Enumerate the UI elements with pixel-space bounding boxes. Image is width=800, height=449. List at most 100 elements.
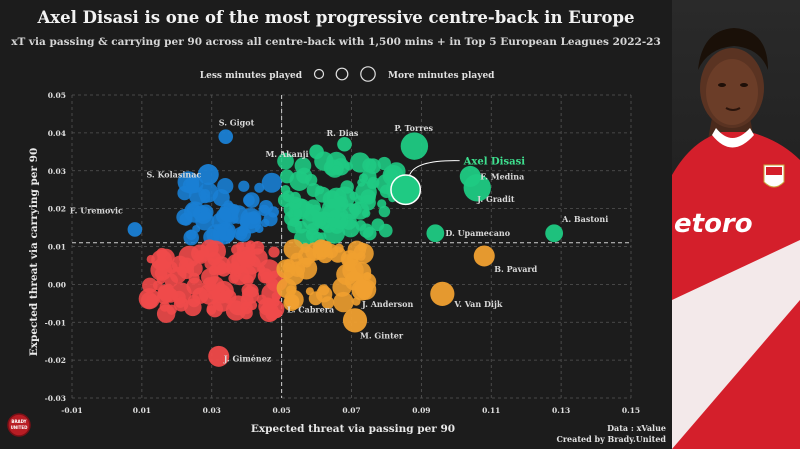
- player-point: [186, 175, 204, 194]
- labeled-points: [127, 129, 564, 367]
- labeled-player-point: [463, 174, 491, 202]
- player-point: [315, 286, 333, 303]
- player-point: [259, 199, 274, 214]
- y-tick-label: 0.02: [48, 205, 66, 214]
- player-point: [228, 273, 239, 284]
- x-tick-label: 0.05: [272, 406, 290, 415]
- y-tick-label: 0.00: [48, 280, 66, 289]
- x-tick-label: 0.15: [622, 406, 640, 415]
- player-point: [342, 259, 364, 282]
- player-point: [222, 289, 237, 304]
- player-point: [344, 162, 353, 171]
- player-point: [206, 305, 217, 315]
- player-point: [164, 273, 179, 288]
- player-point: [243, 194, 255, 207]
- x-tick-label: 0.09: [412, 406, 430, 415]
- point-labels: S. Gigot S. Kolasinac F. Uremovic R. Dias M.…: [70, 118, 608, 364]
- point-label: M. Akanji: [265, 149, 308, 159]
- player-point: [279, 169, 294, 184]
- x-axis-label: Expected threat via passing per 90: [251, 423, 455, 435]
- player-point: [360, 189, 376, 205]
- player-point: [366, 178, 378, 190]
- x-tick-label: -0.01: [61, 406, 82, 415]
- player-point: [258, 297, 277, 316]
- x-tick-label: 0.07: [342, 406, 360, 415]
- x-tick-label: 0.01: [133, 406, 151, 415]
- player-point: [146, 293, 159, 306]
- player-photo: etoro: [672, 0, 800, 449]
- point-label: L. Cabrera: [287, 304, 334, 314]
- player-point: [321, 198, 341, 218]
- point-label: P. Torres: [394, 123, 433, 133]
- point-label: J. Anderson: [361, 299, 413, 309]
- x-tick-label: 0.13: [552, 406, 570, 415]
- chart-title: Axel Disasi is one of the most progressi…: [37, 8, 635, 27]
- player-point: [188, 272, 200, 284]
- player-point: [261, 218, 270, 228]
- point-label: B. Pavard: [494, 264, 537, 274]
- player-point: [331, 165, 342, 175]
- labeled-player-point: [309, 144, 324, 160]
- player-point: [378, 205, 391, 218]
- player-point: [254, 182, 265, 193]
- labeled-player-point: [208, 345, 230, 367]
- player-point: [277, 152, 294, 170]
- axis-ticks: -0.01 0.01 0.03 0.05 0.07 0.09 0.11 0.13 0.15 -0.…: [45, 91, 641, 415]
- x-tick-label: 0.11: [482, 406, 500, 415]
- svg-text:UNITED: UNITED: [11, 425, 29, 430]
- player-point: [349, 152, 371, 173]
- player-point: [293, 208, 303, 218]
- labeled-player-point: [400, 132, 429, 160]
- player-point: [306, 182, 321, 198]
- data-source: Data : xValue: [607, 423, 666, 433]
- point-label: S. Gigot: [219, 118, 255, 128]
- player-point: [142, 277, 158, 294]
- point-label: J. Gradit: [476, 194, 515, 204]
- player-point: [261, 172, 282, 193]
- player-point: [296, 167, 313, 184]
- player-point: [347, 240, 367, 260]
- player-point: [146, 255, 156, 264]
- player-point: [207, 290, 217, 300]
- created-by: Created by Brady.United: [556, 434, 666, 444]
- x-tick-label: 0.03: [203, 406, 221, 415]
- point-label: R. Dias: [327, 128, 359, 138]
- labeled-player-point: [426, 224, 445, 243]
- labeled-player-point: [197, 164, 219, 186]
- logo-text: BRADY: [11, 419, 26, 424]
- y-tick-label: -0.03: [45, 394, 66, 403]
- player-point: [342, 203, 360, 220]
- highlight-point-disasi: [390, 174, 422, 206]
- player-point: [187, 294, 201, 308]
- player-point: [362, 226, 377, 241]
- y-tick-label: -0.02: [45, 356, 66, 365]
- player-point: [225, 300, 247, 321]
- point-label: J. Giménez: [223, 353, 272, 363]
- player-point: [195, 211, 215, 231]
- player-point: [173, 296, 189, 312]
- labeled-player-point: [337, 136, 352, 152]
- player-point: [186, 229, 197, 241]
- player-point: [204, 240, 226, 263]
- labeled-player-point: [473, 245, 495, 267]
- y-tick-label: 0.04: [48, 129, 66, 138]
- legend-less-minutes: Less minutes played: [200, 71, 303, 81]
- player-point: [268, 246, 280, 258]
- chart-subtitle: xT via passing & carrying per 90 across …: [11, 36, 661, 48]
- player-point: [215, 208, 232, 224]
- legend-size-medium: [335, 67, 349, 81]
- player-point: [241, 284, 254, 297]
- labeled-player-point: [342, 308, 368, 333]
- player-point: [323, 243, 339, 259]
- player-point: [332, 277, 352, 297]
- player-point: [283, 264, 305, 286]
- player-point: [363, 272, 372, 281]
- player-point: [226, 253, 248, 275]
- y-tick-label: 0.03: [48, 167, 66, 176]
- player-point: [378, 223, 393, 238]
- labeled-player-point: [127, 222, 143, 237]
- player-point: [159, 301, 171, 312]
- player-point: [302, 209, 324, 231]
- point-label: F. Medina: [480, 171, 524, 181]
- player-point: [289, 191, 301, 204]
